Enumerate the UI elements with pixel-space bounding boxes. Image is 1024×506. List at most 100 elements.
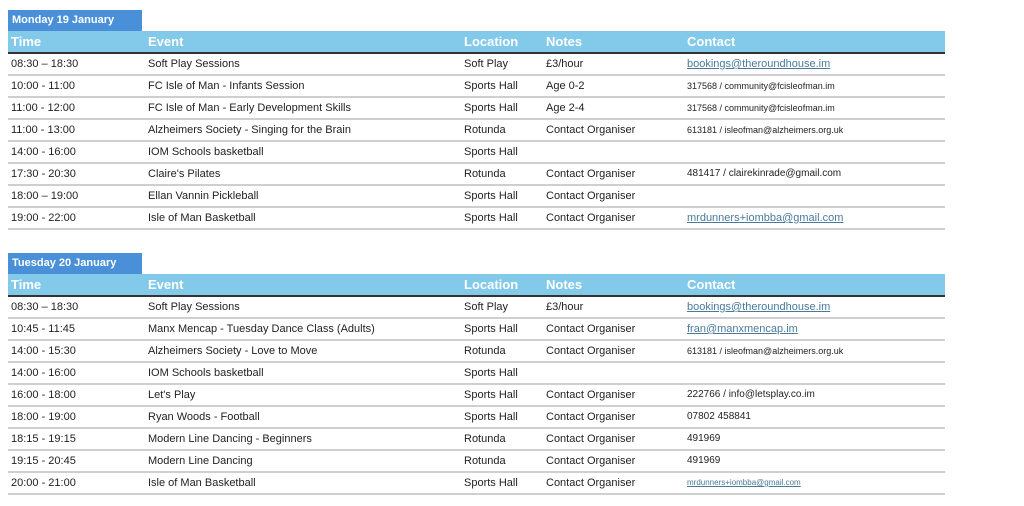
- cell-event: Ellan Vannin Pickleball: [148, 190, 259, 202]
- cell-location: Sports Hall: [464, 323, 518, 335]
- cell-time: 14:00 - 16:00: [11, 367, 76, 379]
- table-row: 19:15 - 20:45 Modern Line Dancing Rotunda C…: [8, 451, 945, 473]
- cell-location: Sports Hall: [464, 411, 518, 423]
- col-location: Location: [464, 34, 519, 49]
- table-row: 08:30 – 18:30 Soft Play Sessions Soft Play…: [8, 54, 945, 76]
- cell-event: Alzheimers Society - Singing for the Bra…: [148, 124, 351, 136]
- cell-location: Sports Hall: [464, 102, 518, 114]
- col-event: Event: [148, 34, 184, 49]
- cell-time: 11:00 - 12:00: [11, 102, 76, 114]
- cell-event: Alzheimers Society - Love to Move: [148, 345, 318, 357]
- cell-location: Rotunda: [464, 433, 506, 445]
- cell-time: 10:45 - 11:45: [11, 323, 76, 335]
- col-event: Event: [148, 277, 184, 292]
- cell-event: FC Isle of Man - Infants Session: [148, 80, 305, 92]
- col-time: Time: [11, 34, 42, 49]
- cell-notes: Contact Organiser: [546, 389, 636, 401]
- cell-event: Isle of Man Basketball: [148, 477, 256, 489]
- cell-location: Sports Hall: [464, 389, 518, 401]
- cell-location: Sports Hall: [464, 80, 518, 92]
- table-row: 14:00 - 16:00 IOM Schools basketball Sport…: [8, 363, 945, 385]
- col-contact: Contact: [687, 34, 736, 49]
- cell-notes: Age 2-4: [546, 102, 585, 114]
- table-row: 18:00 - 19:00 Ryan Woods - Football Sports…: [8, 407, 945, 429]
- day-title: Monday 19 January: [8, 10, 142, 31]
- table-row: 10:45 - 11:45 Manx Mencap - Tuesday Dance…: [8, 319, 945, 341]
- cell-contact[interactable]: fran@manxmencap.im: [687, 323, 798, 335]
- day-monday: Monday 19 January Time Event Location No…: [8, 10, 954, 230]
- cell-contact: 491969: [687, 433, 721, 444]
- col-time: Time: [11, 277, 42, 292]
- cell-location: Soft Play: [464, 301, 509, 313]
- cell-event: Claire's Pilates: [148, 168, 221, 180]
- cell-contact[interactable]: mrdunners+iombba@gmail.com: [687, 478, 801, 487]
- cell-contact: 613181 / isleofman@alzheimers.org.uk: [687, 125, 844, 135]
- cell-notes: Contact Organiser: [546, 212, 636, 224]
- cell-notes: Contact Organiser: [546, 411, 636, 423]
- cell-notes: £3/hour: [546, 58, 584, 70]
- column-header: Time Event Location Notes Contact: [8, 274, 945, 297]
- cell-contact: 222766 / info@letsplay.co.im: [687, 389, 815, 400]
- cell-event: FC Isle of Man - Early Development Skill…: [148, 102, 351, 114]
- cell-contact: [687, 186, 945, 206]
- cell-notes: Contact Organiser: [546, 124, 636, 136]
- cell-contact[interactable]: bookings@theroundhouse.im: [687, 301, 831, 313]
- cell-notes: Contact Organiser: [546, 190, 636, 202]
- cell-contact: 07802 458841: [687, 411, 751, 422]
- cell-event: IOM Schools basketball: [148, 146, 264, 158]
- table-row: 19:00 - 22:00 Isle of Man Basketball Sport…: [8, 208, 945, 230]
- cell-contact: [687, 142, 945, 162]
- cell-event: Soft Play Sessions: [148, 301, 240, 313]
- cell-contact: 317568 / community@fcisleofman.im: [687, 81, 835, 91]
- cell-time: 18:15 - 19:15: [11, 433, 76, 445]
- table-row: 18:15 - 19:15 Modern Line Dancing - Begin…: [8, 429, 945, 451]
- col-contact: Contact: [687, 277, 736, 292]
- cell-time: 10:00 - 11:00: [11, 80, 76, 92]
- cell-contact[interactable]: mrdunners+iombba@gmail.com: [687, 212, 844, 224]
- cell-location: Rotunda: [464, 455, 506, 467]
- cell-location: Sports Hall: [464, 212, 518, 224]
- col-notes: Notes: [546, 34, 583, 49]
- table-row: 17:30 - 20:30 Claire's Pilates Rotunda Cont…: [8, 164, 945, 186]
- cell-time: 16:00 - 18:00: [11, 389, 76, 401]
- cell-location: Sports Hall: [464, 190, 518, 202]
- table-row: 14:00 - 16:00 IOM Schools basketball Sport…: [8, 142, 945, 164]
- table-row: 10:00 - 11:00 FC Isle of Man - Infants Se…: [8, 76, 945, 98]
- cell-notes: Contact Organiser: [546, 323, 636, 335]
- cell-location: Soft Play: [464, 58, 509, 70]
- cell-event: Ryan Woods - Football: [148, 411, 260, 423]
- cell-contact: 491969: [687, 455, 721, 466]
- column-header: Time Event Location Notes Contact: [8, 31, 945, 54]
- col-location: Location: [464, 277, 519, 292]
- cell-time: 08:30 – 18:30: [11, 301, 79, 313]
- cell-notes: [546, 142, 687, 162]
- cell-event: Soft Play Sessions: [148, 58, 240, 70]
- cell-location: Rotunda: [464, 168, 506, 180]
- cell-notes: Contact Organiser: [546, 345, 636, 357]
- cell-time: 19:15 - 20:45: [11, 455, 76, 467]
- table-row: 20:00 - 21:00 Isle of Man Basketball Sport…: [8, 473, 945, 495]
- cell-contact: 613181 / isleofman@alzheimers.org.uk: [687, 346, 844, 356]
- table-row: 14:00 - 15:30 Alzheimers Society - Love t…: [8, 341, 945, 363]
- cell-location: Sports Hall: [464, 367, 518, 379]
- cell-notes: [546, 363, 687, 383]
- cell-location: Sports Hall: [464, 477, 518, 489]
- day-title: Tuesday 20 January: [8, 253, 142, 274]
- cell-time: 11:00 - 13:00: [11, 124, 76, 136]
- day-tuesday: Tuesday 20 January Time Event Location N…: [8, 253, 954, 495]
- cell-event: Let's Play: [148, 389, 196, 401]
- cell-time: 17:30 - 20:30: [11, 168, 76, 180]
- cell-location: Rotunda: [464, 124, 506, 136]
- cell-event: Modern Line Dancing: [148, 455, 253, 467]
- cell-time: 08:30 – 18:30: [11, 58, 79, 70]
- cell-contact: 317568 / community@fcisleofman.im: [687, 103, 835, 113]
- cell-time: 14:00 - 16:00: [11, 146, 76, 158]
- cell-event: Manx Mencap - Tuesday Dance Class (Adult…: [148, 323, 375, 335]
- cell-time: 18:00 – 19:00: [11, 190, 79, 202]
- cell-time: 19:00 - 22:00: [11, 212, 76, 224]
- table-row: 18:00 – 19:00 Ellan Vannin Pickleball Spor…: [8, 186, 945, 208]
- cell-time: 18:00 - 19:00: [11, 411, 76, 423]
- cell-contact[interactable]: bookings@theroundhouse.im: [687, 58, 831, 70]
- table-row: 11:00 - 13:00 Alzheimers Society - Singin…: [8, 120, 945, 142]
- cell-notes: Contact Organiser: [546, 433, 636, 445]
